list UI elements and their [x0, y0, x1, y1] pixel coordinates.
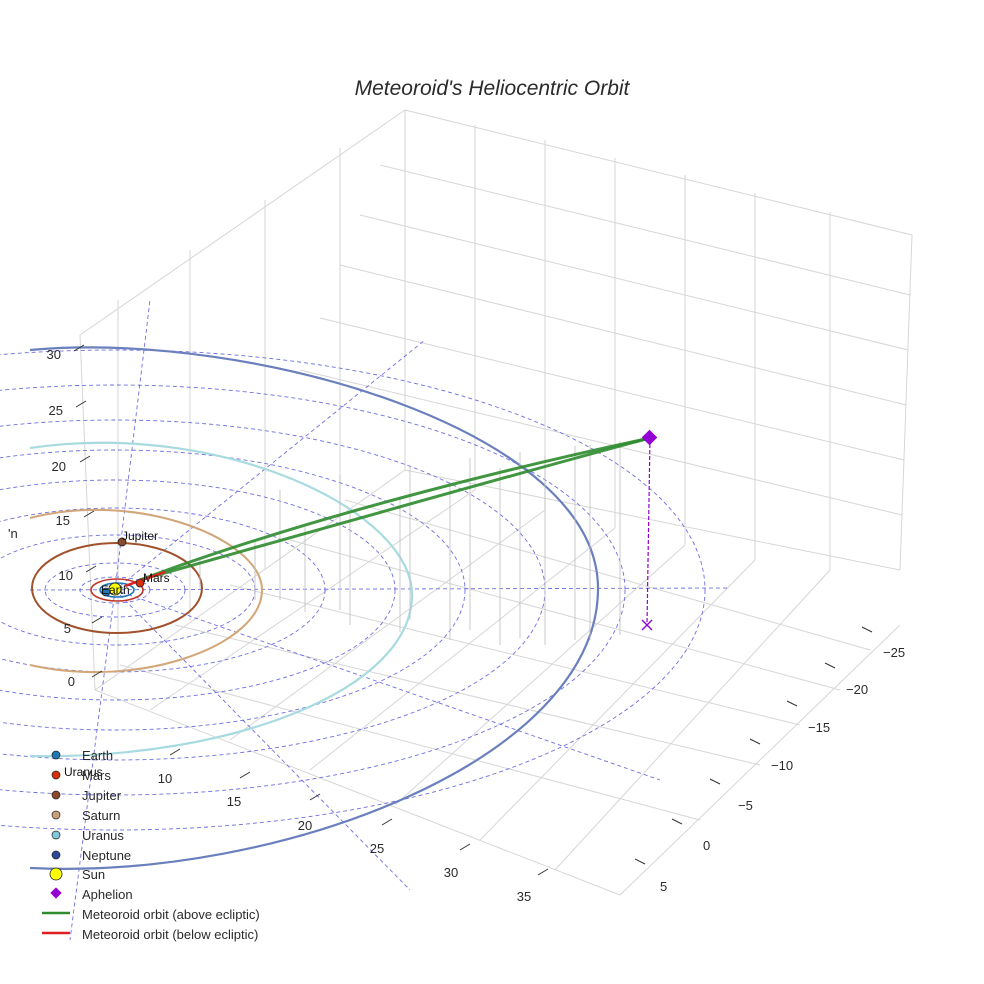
ecliptic-ring: [0, 384, 626, 796]
z-tick-label: 5: [660, 879, 667, 894]
legend-item-neptune[interactable]: Neptune: [51, 848, 131, 863]
z-tick-label: −15: [808, 720, 830, 735]
saturn-orbit: [29, 509, 264, 673]
legend-item-meteoroid-below[interactable]: Meteoroid orbit (below ecliptic): [42, 927, 258, 942]
chart-title: Meteoroid's Heliocentric Orbit: [355, 77, 631, 100]
y-tick-label: 20: [298, 818, 312, 833]
aphelion-projection-marker: [641, 619, 653, 631]
legend-item-mars[interactable]: Mars: [51, 768, 111, 783]
ecliptic-radial: [29, 587, 731, 591]
x-tick-label: 20: [52, 459, 66, 474]
x-tick-label: 15: [56, 513, 70, 528]
z-tick-label: 0: [703, 838, 710, 853]
x-tick-label: 30: [47, 347, 61, 362]
mars-marker: [135, 578, 145, 588]
meteoroid-orbit-below: [124, 570, 166, 588]
y-tick-label: 15: [227, 794, 241, 809]
meteoroid-orbit-above: [139, 436, 651, 582]
ecliptic-ring: [0, 449, 466, 731]
x-tick-label: 0: [68, 674, 75, 689]
ecliptic-radial: [114, 339, 426, 591]
planet-orbits: [29, 346, 600, 870]
earth-point-label: Earth: [101, 583, 130, 597]
x-tick-label: 5: [64, 621, 71, 636]
svg-text:Meteoroid orbit (above eclipti: Meteoroid orbit (above ecliptic): [82, 907, 260, 922]
svg-text:Meteoroid orbit (below eclipti: Meteoroid orbit (below ecliptic): [82, 927, 258, 942]
ecliptic-radial: [114, 589, 411, 891]
earth-marker: [101, 587, 111, 597]
ecliptic-ring: [0, 479, 396, 701]
y-tick-label: 30: [444, 865, 458, 880]
left-wall-grid: [79, 109, 406, 691]
mars-orbit: [90, 578, 144, 602]
meteoroid-orbit-above: [139, 436, 651, 582]
ecliptic-reference-grid: [0, 299, 731, 941]
y-tick-label: 25: [370, 841, 384, 856]
x-axis-ticks: 0 5 10 15 20 25 30: [47, 344, 103, 689]
legend-item-sun[interactable]: Sun: [49, 867, 105, 882]
svg-text:Earth: Earth: [82, 748, 113, 763]
legend-item-uranus[interactable]: Uranus: [51, 828, 124, 843]
legend-item-aphelion[interactable]: Aphelion: [50, 887, 133, 902]
partial-axis-label: 'n: [8, 526, 18, 541]
svg-text:Aphelion: Aphelion: [82, 887, 133, 902]
jupiter-orbit: [31, 542, 203, 634]
ecliptic-radial: [69, 589, 116, 941]
legend-item-jupiter[interactable]: Jupiter: [51, 788, 122, 803]
uranus-point-label: Uranus: [64, 765, 103, 779]
svg-text:Saturn: Saturn: [82, 808, 120, 823]
jupiter-point-label: Jupiter: [122, 529, 158, 543]
aphelion-marker: [641, 429, 658, 446]
y-axis-ticks: 10 15 20 25 30 35: [158, 748, 549, 904]
z-tick-label: −20: [846, 682, 868, 697]
legend-item-earth[interactable]: Earth: [51, 748, 113, 763]
z-axis-ticks: −25 −20 −15 −10 −5 0 5: [634, 626, 905, 894]
legend: Earth Mars Jupiter Saturn Uranus Neptune…: [42, 748, 260, 942]
y-tick-label: 35: [517, 889, 531, 904]
svg-text:Neptune: Neptune: [82, 848, 131, 863]
ecliptic-radial: [114, 589, 661, 781]
y-tick-label: 10: [158, 771, 172, 786]
z-tick-label: −10: [771, 758, 793, 773]
x-tick-label: 25: [49, 403, 63, 418]
svg-text:Jupiter: Jupiter: [82, 788, 122, 803]
mars-point-label: Mars: [143, 571, 170, 585]
x-tick-label: 10: [59, 568, 73, 583]
drop-lines: [199, 441, 621, 645]
bodies: Jupiter Mars Earth Uranus: [64, 529, 170, 779]
ecliptic-ring: [0, 349, 706, 831]
floor-grid: [94, 469, 901, 896]
svg-text:Sun: Sun: [82, 867, 105, 882]
uranus-orbit: [29, 441, 414, 758]
svg-text:Mars: Mars: [82, 768, 111, 783]
z-tick-label: −5: [738, 798, 753, 813]
legend-item-meteoroid-above[interactable]: Meteoroid orbit (above ecliptic): [42, 907, 260, 922]
aphelion-drop-line: [646, 437, 651, 626]
legend-item-saturn[interactable]: Saturn: [51, 808, 120, 823]
svg-text:Uranus: Uranus: [82, 828, 124, 843]
back-wall-grid: [299, 109, 913, 571]
grid-planes: [79, 109, 913, 896]
neptune-orbit: [29, 346, 600, 870]
jupiter-marker: [117, 537, 127, 547]
z-tick-label: −25: [883, 645, 905, 660]
